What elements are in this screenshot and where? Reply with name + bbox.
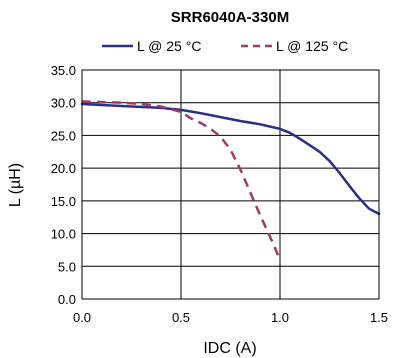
y-tick-label: 15.0	[51, 194, 76, 209]
y-tick-label: 20.0	[51, 161, 76, 176]
x-axis-label: IDC (A)	[203, 340, 256, 357]
y-tick-label: 25.0	[51, 128, 76, 143]
x-tick-label: 0.0	[73, 310, 91, 325]
y-tick-label: 10.0	[51, 227, 76, 242]
legend-label-125c: L @ 125 °C	[276, 38, 348, 54]
y-tick-label: 35.0	[51, 63, 76, 78]
y-tick-label: 5.0	[58, 259, 76, 274]
legend: L @ 25 °C L @ 125 °C	[102, 38, 348, 54]
y-axis-label: L (µH)	[7, 163, 24, 207]
grid	[81, 69, 380, 300]
x-tick-label: 1.5	[370, 310, 388, 325]
tick-labels: 0.0 0.5 1.0 1.5 0.0 5.0 10.0 15.0 20.0 25.0 30.0 35…	[51, 63, 388, 325]
y-tick-label: 0.0	[58, 292, 76, 307]
x-tick-label: 1.0	[271, 310, 289, 325]
y-tick-label: 30.0	[51, 96, 76, 111]
plot-frame	[81, 69, 380, 300]
series-lines	[80, 100, 381, 261]
x-tick-label: 0.5	[172, 310, 190, 325]
series-line-125c	[81, 100, 282, 261]
chart-title: SRR6040A-330M	[171, 9, 289, 26]
series-line-25c	[80, 102, 381, 216]
legend-label-25c: L @ 25 °C	[137, 38, 201, 54]
